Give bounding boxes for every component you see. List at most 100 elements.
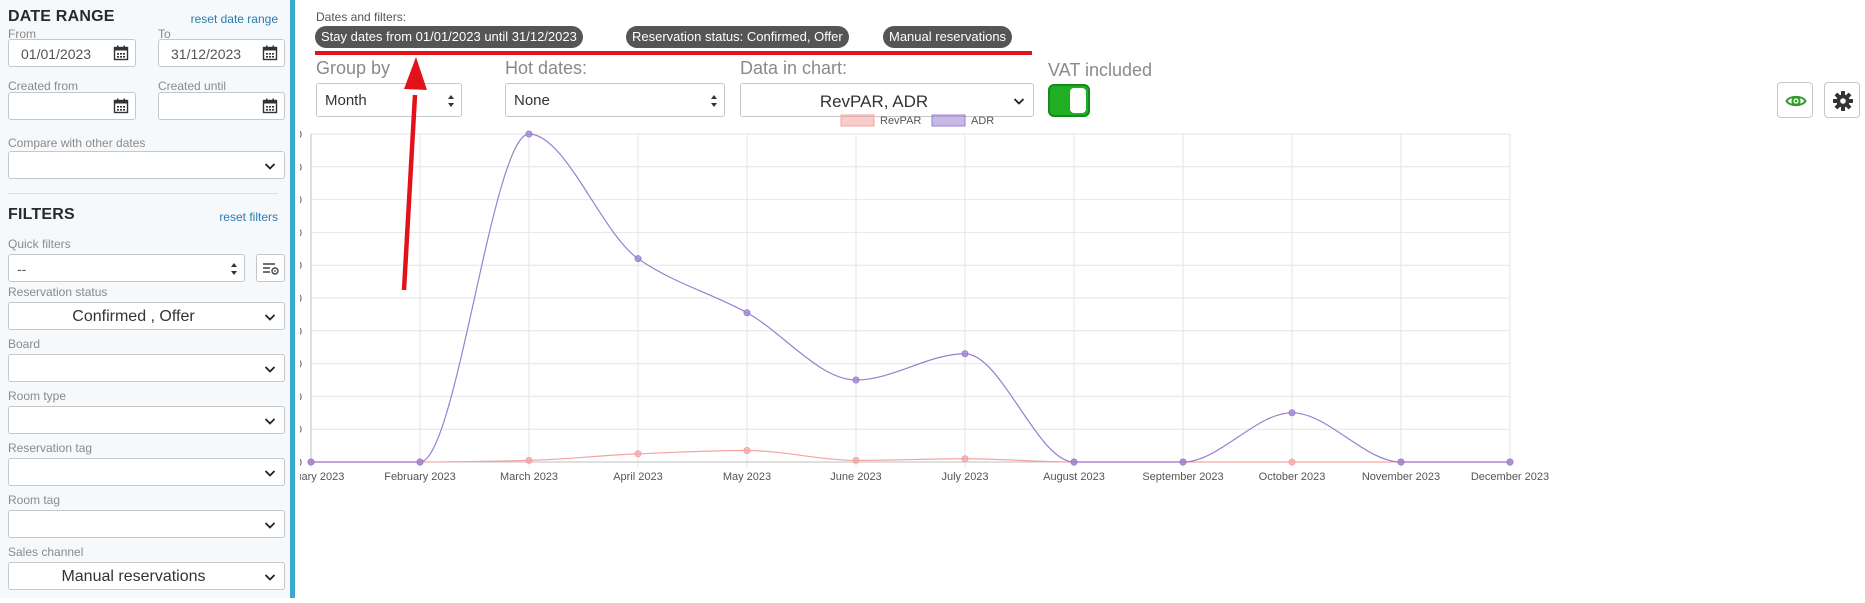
data-point-revpar <box>1288 458 1296 466</box>
annotation-arrow <box>401 57 427 291</box>
data-in-chart-value: RevPAR, ADR <box>819 92 929 111</box>
chevron-down-icon <box>264 163 276 170</box>
data-point-adr <box>634 255 642 263</box>
legend-swatch-adr <box>931 114 966 127</box>
date-range-title: DATE RANGE <box>8 8 115 25</box>
select-arrows-icon <box>711 95 717 107</box>
filters-sidebar: DATE RANGE reset date range From To 01/0… <box>0 0 295 598</box>
to-date-input[interactable]: 31/12/2023 <box>158 39 285 67</box>
x-tick-label: April 2023 <box>613 471 663 483</box>
room-type-label: Room type <box>8 389 67 403</box>
y-tick-label: 80 <box>300 326 302 338</box>
board-label: Board <box>8 337 41 351</box>
y-tick-label: 120 <box>300 260 302 272</box>
x-tick-label: June 2023 <box>830 471 881 483</box>
sidebar-divider <box>8 193 278 194</box>
reset-date-range-link[interactable]: reset date range <box>190 12 278 26</box>
sales-channel-label: Sales channel <box>8 545 84 559</box>
data-point-adr <box>525 130 533 138</box>
x-tick-label: September 2023 <box>1142 471 1223 483</box>
y-tick-label: 0 <box>300 457 302 469</box>
reservation-tag-label: Reservation tag <box>8 441 93 455</box>
reservation-status-select[interactable]: Confirmed , Offer <box>8 302 285 330</box>
filter-settings-button[interactable] <box>256 254 285 282</box>
gear-icon <box>1833 91 1853 111</box>
x-tick-label: February 2023 <box>384 471 456 483</box>
report-main: Dates and filters: Stay dates from 01/01… <box>278 0 1865 598</box>
data-point-adr <box>961 350 969 358</box>
chevron-down-icon <box>264 522 276 529</box>
y-tick-label: 40 <box>300 391 302 403</box>
dates-filters-label: Dates and filters: <box>316 10 407 24</box>
filters-title: FILTERS <box>8 206 75 223</box>
chart-area: 0 20 40 60 80 100 120 140 160 180 200 January 2023 F… <box>278 0 1865 598</box>
room-type-select[interactable] <box>8 406 285 434</box>
created-from-input[interactable] <box>8 92 136 120</box>
reservation-tag-select[interactable] <box>8 458 285 486</box>
to-label: To <box>158 27 171 41</box>
data-point-adr <box>307 458 315 466</box>
reset-filters-link[interactable]: reset filters <box>219 210 278 224</box>
hot-dates-label: Hot dates: <box>505 58 588 78</box>
y-tick-label: 100 <box>300 293 302 305</box>
data-point-adr <box>1179 458 1187 466</box>
to-date-value: 31/12/2023 <box>171 46 242 62</box>
x-tick-label: October 2023 <box>1259 471 1326 483</box>
data-point-adr <box>852 376 860 384</box>
chevron-down-icon <box>264 366 276 373</box>
group-by-value: Month <box>325 92 367 109</box>
line-chart: 0 20 40 60 80 100 120 140 160 180 200 January 2023 F… <box>278 114 1549 483</box>
sales-channel-value: Manual reservations <box>61 568 206 585</box>
eye-icon <box>1785 95 1807 107</box>
chip-reservation-status[interactable]: Reservation status: Confirmed, Offer <box>626 26 849 48</box>
data-point-revpar <box>852 456 860 464</box>
sales-channel-select[interactable]: Manual reservations <box>8 562 285 590</box>
calendar-icon[interactable] <box>113 45 129 61</box>
hot-dates-value: None <box>514 92 550 109</box>
legend-swatch-revpar <box>840 114 875 127</box>
y-tick-label: 160 <box>300 195 302 207</box>
data-point-adr <box>743 309 751 317</box>
reservation-status-value: Confirmed , Offer <box>72 308 195 325</box>
from-label: From <box>8 27 36 41</box>
chip-sales-channel[interactable]: Manual reservations <box>883 26 1013 48</box>
x-tick-label: March 2023 <box>500 471 558 483</box>
created-until-label: Created until <box>158 79 227 93</box>
data-point-revpar <box>525 456 533 464</box>
x-tick-label: July 2023 <box>941 471 988 483</box>
settings-button[interactable] <box>1824 82 1860 118</box>
calendar-icon[interactable] <box>262 45 278 61</box>
calendar-icon[interactable] <box>113 98 129 114</box>
group-by-select[interactable]: Month <box>316 83 462 117</box>
hot-dates-select[interactable]: None <box>505 83 725 117</box>
data-in-chart-select[interactable]: RevPAR, ADR <box>740 83 1034 117</box>
calendar-icon[interactable] <box>262 98 278 114</box>
data-point-adr <box>1288 409 1296 417</box>
x-tick-label: November 2023 <box>1362 471 1440 483</box>
data-point-revpar <box>634 450 642 458</box>
quick-filters-value: -- <box>17 261 27 277</box>
y-tick-label: 60 <box>300 359 302 371</box>
visibility-button[interactable] <box>1777 82 1813 118</box>
chip-stay-dates[interactable]: Stay dates from 01/01/2023 until 31/12/2… <box>315 26 583 48</box>
x-tick-label: August 2023 <box>1043 471 1105 483</box>
created-until-input[interactable] <box>158 92 285 120</box>
legend-label-adr: ADR <box>971 115 994 127</box>
quick-filters-label: Quick filters <box>8 237 71 251</box>
compare-dates-select[interactable] <box>8 151 285 179</box>
data-point-adr <box>1506 458 1514 466</box>
created-from-label: Created from <box>8 79 79 93</box>
board-select[interactable] <box>8 354 285 382</box>
data-point-revpar <box>743 447 751 455</box>
from-date-input[interactable]: 01/01/2023 <box>8 39 136 67</box>
x-tick-label: January 2023 <box>300 471 344 483</box>
room-tag-select[interactable] <box>8 510 285 538</box>
vat-toggle[interactable] <box>1048 84 1090 117</box>
legend-label-revpar: RevPAR <box>880 115 921 127</box>
series-line-revpar <box>311 449 1510 463</box>
data-point-adr <box>416 458 424 466</box>
data-point-adr <box>1070 458 1078 466</box>
chevron-down-icon <box>264 470 276 477</box>
quick-filters-select[interactable]: -- <box>8 254 245 282</box>
x-tick-label: December 2023 <box>1471 471 1549 483</box>
